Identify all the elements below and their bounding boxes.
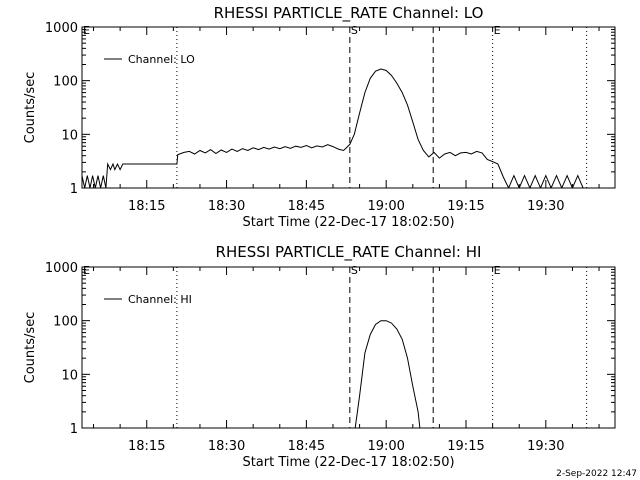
y-tick-label: 10 bbox=[61, 128, 78, 143]
x-tick-label: 18:15 bbox=[128, 199, 165, 214]
series-line bbox=[354, 320, 421, 428]
y-tick-label: 1 bbox=[70, 422, 78, 437]
chart-title: RHESSI PARTICLE_RATE Channel: HI bbox=[216, 243, 482, 262]
x-tick-label: 18:30 bbox=[208, 199, 245, 214]
y-tick-label: 1 bbox=[70, 182, 78, 197]
x-tick-label: 19:15 bbox=[447, 199, 484, 214]
x-tick-label: 19:15 bbox=[447, 439, 484, 454]
hi-channel-panel: RHESSI PARTICLE_RATE Channel: HI 1 10 100 10… bbox=[23, 243, 616, 470]
y-tick-label: 1000 bbox=[45, 261, 78, 276]
timestamp: 2-Sep-2022 12:47 bbox=[556, 469, 637, 479]
flag-label: E bbox=[494, 24, 501, 37]
series-line bbox=[82, 68, 584, 188]
x-tick-label: 19:30 bbox=[527, 439, 564, 454]
y-tick-label: 100 bbox=[53, 75, 78, 90]
legend-label: Channel: LO bbox=[128, 53, 195, 66]
chart-title: RHESSI PARTICLE_RATE Channel: LO bbox=[214, 4, 484, 23]
y-tick-label: 100 bbox=[53, 315, 78, 330]
flag-label: E bbox=[494, 264, 501, 277]
x-tick-label: 18:30 bbox=[208, 439, 245, 454]
x-tick-label: 18:15 bbox=[128, 439, 165, 454]
x-tick-label: 19:00 bbox=[367, 439, 404, 454]
lo-channel-panel: RHESSI PARTICLE_RATE Channel: LO 1 10 100 10… bbox=[23, 4, 616, 230]
plot-frame bbox=[81, 26, 616, 189]
x-tick-label: 18:45 bbox=[288, 199, 325, 214]
x-axis-label: Start Time (22-Dec-17 18:02:50) bbox=[242, 455, 454, 470]
flag-label: E bbox=[83, 24, 90, 37]
flag-label: E bbox=[83, 264, 90, 277]
y-axis-label: Counts/sec bbox=[23, 312, 38, 384]
y-tick-label: 1000 bbox=[45, 21, 78, 36]
plot-frame bbox=[81, 266, 616, 429]
x-tick-label: 19:00 bbox=[367, 199, 404, 214]
flag-label: S bbox=[351, 24, 358, 37]
flag-label: S bbox=[351, 264, 358, 277]
y-axis-label: Counts/sec bbox=[23, 72, 38, 144]
x-tick-label: 18:45 bbox=[288, 439, 325, 454]
x-tick-label: 19:30 bbox=[527, 199, 564, 214]
y-tick-label: 10 bbox=[61, 368, 78, 383]
x-axis-label: Start Time (22-Dec-17 18:02:50) bbox=[242, 215, 454, 230]
legend-label: Channel: HI bbox=[128, 293, 192, 306]
